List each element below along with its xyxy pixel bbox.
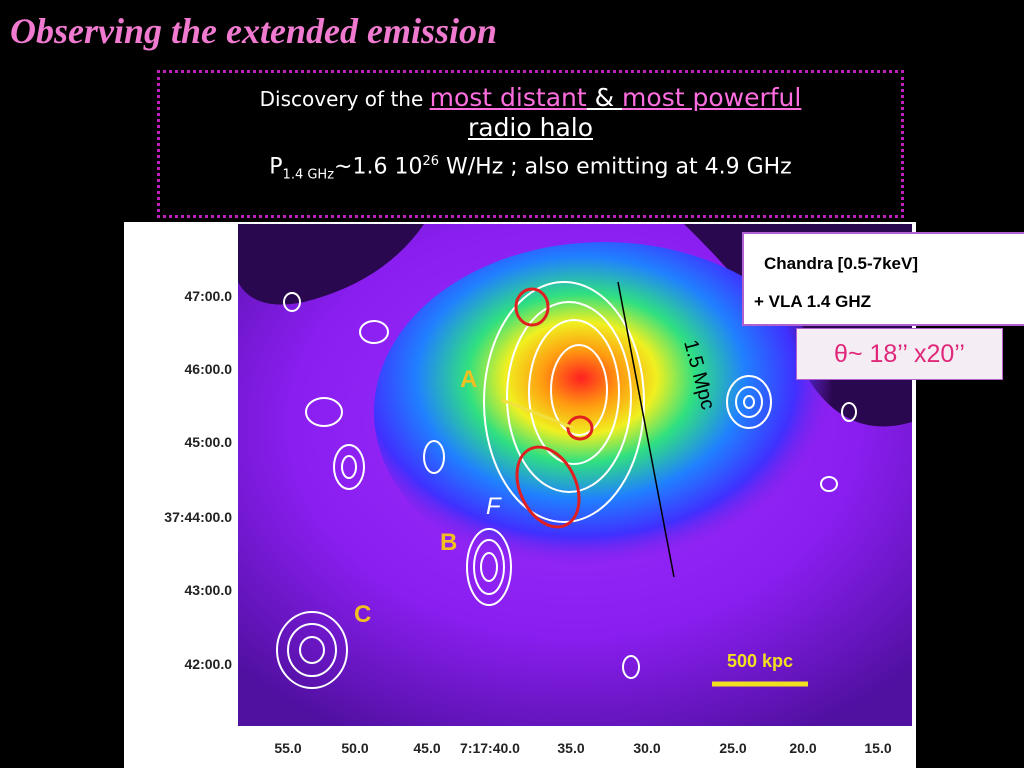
source-label: C [354,601,371,628]
y-tick-label: 37:44:00.0 [164,509,232,525]
text: & [586,83,623,112]
source-label: F [486,493,502,520]
legend-box: Chandra [0.5-7keV] + VLA 1.4 GHZ [742,232,1024,326]
x-tick-label: 15.0 [864,740,891,756]
discovery-line: radio halo [467,113,594,142]
x-tick-label: 7:17:40.0 [460,740,520,756]
x-tick-label: 55.0 [274,740,301,756]
y-tick-label: 46:00.0 [185,361,233,377]
y-tick-label: 43:00.0 [185,582,233,598]
slide-title: Observing the extended emission [10,11,497,51]
y-tick-label: 42:00.0 [185,656,233,672]
resolution-box: θ~ 18’’ x20’’ [796,328,1003,380]
scale-label: 500 kpc [727,651,793,671]
x-tick-label: 50.0 [341,740,368,756]
discovery-line: Discovery of the most distant & most pow… [160,83,901,112]
y-tick-label: 47:00.0 [185,288,233,304]
source-markers [514,287,594,529]
text: W/Hz ; also emitting at 4.9 GHz [439,154,792,180]
superscript: 26 [422,154,439,169]
text: P [269,154,283,180]
legend-line: + VLA 1.4 GHZ [754,292,871,311]
x-tick-label: 25.0 [719,740,746,756]
source-label: B [440,529,457,556]
dark-region [238,224,424,305]
y-tick-label: 45:00.0 [185,434,233,450]
source-label: A [460,366,477,393]
highlight-box: Discovery of the most distant & most pow… [157,70,904,218]
text: ~1.6 10 [334,154,423,180]
size-arrow [617,281,675,578]
x-tick-label: 30.0 [633,740,660,756]
highlight: most distant [429,83,587,112]
pointer [501,398,575,430]
x-tick-label: 45.0 [413,740,440,756]
text: Discovery of the [259,87,430,111]
power-line: P1.4 GHz~1.6 1026 W/Hz ; also emitting a… [160,154,901,183]
radio-contours [276,281,857,689]
x-tick-label: 20.0 [789,740,816,756]
highlight: most powerful [622,83,802,112]
legend-line: Chandra [0.5-7keV] [764,254,918,273]
subscript: 1.4 GHz [282,167,335,183]
x-tick-label: 35.0 [557,740,584,756]
